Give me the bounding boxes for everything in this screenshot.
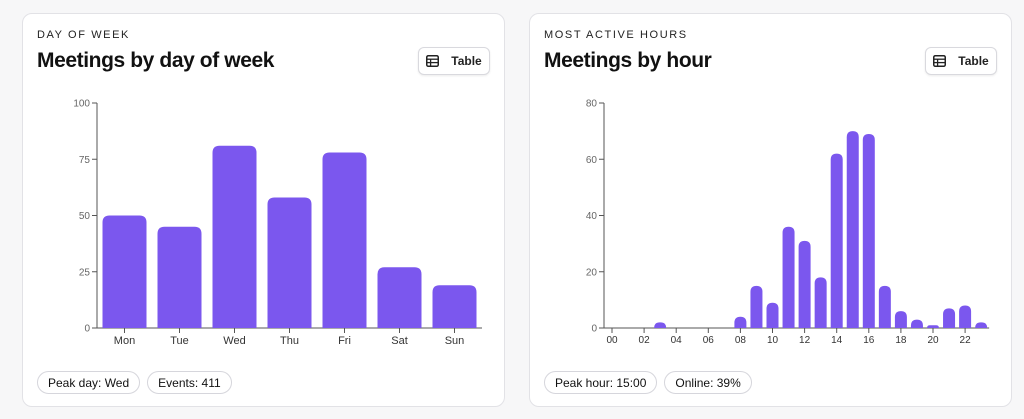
x-tick-label: Tue: [170, 335, 189, 347]
y-tick-label: 50: [79, 211, 91, 222]
bar-hour-11: [782, 226, 795, 328]
bar-hour-18: [894, 311, 907, 328]
y-tick-label: 40: [586, 211, 598, 222]
y-tick-label: 100: [73, 99, 90, 110]
events-chip: Events: 411: [147, 371, 232, 394]
bar-hour-19: [910, 319, 923, 328]
x-tick-label: 00: [606, 335, 618, 346]
bar-hour-20: [927, 325, 939, 328]
bar-hour-17: [878, 285, 891, 328]
y-tick-label: 60: [586, 155, 598, 166]
peak-day-chip: Peak day: Wed: [37, 371, 141, 394]
table-button-label: Table: [451, 54, 482, 68]
hour-card: MOST ACTIVE HOURS Meetings by hour Table…: [529, 13, 1012, 407]
card-eyebrow: MOST ACTIVE HOURS: [544, 29, 688, 41]
bar-tue: [157, 226, 202, 328]
x-tick-label: 16: [863, 335, 875, 346]
bar-hour-21: [943, 308, 956, 328]
summary-chips: Peak hour: 15:00 Online: 39%: [544, 371, 752, 394]
bar-hour-16: [862, 133, 875, 328]
table-grid-icon: [426, 55, 440, 67]
card-eyebrow: DAY OF WEEK: [37, 29, 130, 41]
y-tick-label: 75: [79, 155, 91, 166]
x-tick-label: 06: [703, 335, 715, 346]
x-tick-label: 02: [639, 335, 651, 346]
y-tick-label: 0: [84, 324, 90, 335]
x-tick-label: 18: [895, 335, 907, 346]
x-tick-label: 10: [767, 335, 779, 346]
card-title: Meetings by day of week: [37, 49, 275, 72]
x-tick-label: 04: [671, 335, 683, 346]
online-chip: Online: 39%: [664, 371, 752, 394]
x-tick-label: 14: [831, 335, 843, 346]
bar-sat: [377, 267, 422, 328]
card-title: Meetings by hour: [544, 49, 712, 72]
bar-fri: [322, 152, 367, 328]
table-grid-icon: [933, 55, 947, 67]
x-tick-label: Sat: [391, 335, 408, 347]
x-tick-label: Sun: [445, 335, 465, 347]
summary-chips: Peak day: Wed Events: 411: [37, 371, 232, 394]
bar-hour-22: [959, 305, 972, 328]
y-tick-label: 0: [591, 324, 597, 335]
y-tick-label: 20: [586, 267, 598, 278]
bar-hour-3: [654, 322, 667, 328]
x-tick-label: 08: [735, 335, 747, 346]
hour-chart: 0 20 40 60 80 00 02 04 06 08 10 12 14 16 18 20 22: [586, 99, 990, 346]
x-tick-label: Fri: [338, 335, 351, 347]
bar-hour-12: [798, 240, 811, 328]
y-tick-label: 25: [79, 267, 91, 278]
table-button-label: Table: [958, 54, 989, 68]
bar-hour-13: [814, 277, 827, 328]
bar-mon: [102, 215, 147, 328]
bar-wed: [212, 145, 257, 328]
bar-hour-23: [975, 322, 988, 328]
x-tick-label: Thu: [280, 335, 299, 347]
x-tick-label: 20: [927, 335, 939, 346]
bar-sun: [432, 285, 477, 328]
x-tick-label: Wed: [223, 335, 245, 347]
bar-thu: [267, 197, 312, 328]
table-button[interactable]: Table: [925, 47, 997, 75]
bar-hour-8: [734, 316, 747, 328]
x-tick-label: 12: [799, 335, 811, 346]
x-tick-label: Mon: [114, 335, 135, 347]
day-of-week-chart: 0 25 50 75 100 Mon Tue Wed Thu Fri Sat Sun: [73, 99, 482, 347]
bar-hour-14: [830, 153, 843, 328]
peak-hour-chip: Peak hour: 15:00: [544, 371, 658, 394]
bar-hour-10: [766, 302, 779, 328]
x-tick-label: 22: [960, 335, 972, 346]
y-tick-label: 80: [586, 99, 598, 110]
day-of-week-card: DAY OF WEEK Meetings by day of week Tabl…: [22, 13, 505, 407]
bar-hour-9: [750, 285, 763, 328]
bar-hour-15: [846, 131, 859, 328]
table-button[interactable]: Table: [418, 47, 490, 75]
